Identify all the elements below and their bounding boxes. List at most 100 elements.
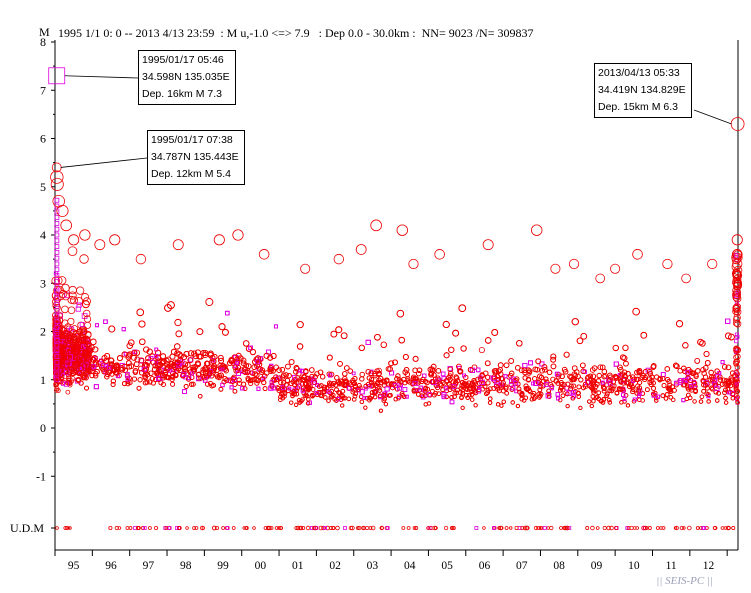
event-circle	[53, 276, 63, 285]
event-square	[308, 376, 314, 382]
event-circle	[196, 328, 204, 336]
event-circle	[329, 393, 334, 399]
event-circle	[136, 308, 145, 317]
event-circle	[699, 394, 705, 400]
event-circle	[657, 377, 663, 383]
event-circle	[217, 354, 224, 361]
event-square	[121, 327, 126, 332]
event-circle	[479, 373, 485, 379]
event-circle	[459, 395, 464, 401]
event-circle	[493, 368, 499, 374]
event-circle	[210, 358, 217, 365]
event-circle	[267, 364, 274, 371]
event-square	[328, 373, 333, 378]
event-circle	[144, 362, 150, 369]
event-circle	[84, 385, 89, 391]
event-square	[720, 360, 725, 365]
event-circle	[72, 369, 79, 376]
event-circle	[91, 355, 98, 362]
event-circle	[200, 350, 207, 357]
event-circle	[466, 386, 472, 392]
event-circle	[52, 297, 60, 306]
event-circle	[303, 369, 309, 375]
event-square	[440, 371, 446, 377]
event-circle	[568, 383, 574, 389]
event-circle	[137, 377, 143, 383]
event-circle	[57, 276, 67, 285]
event-circle	[432, 392, 437, 398]
event-circle	[699, 340, 706, 347]
y-tick-label: 0	[40, 421, 46, 435]
event-circle	[190, 381, 196, 387]
event-circle	[398, 336, 405, 344]
event-square	[402, 387, 408, 392]
event-circle	[570, 395, 576, 401]
event-circle	[169, 376, 175, 382]
event-circle	[131, 349, 138, 356]
event-circle	[539, 367, 545, 374]
event-circle	[87, 367, 93, 374]
event-circle	[299, 381, 305, 387]
event-circle	[377, 388, 383, 393]
event-circle	[55, 285, 64, 295]
event-circle	[609, 388, 615, 394]
event-circle	[435, 368, 442, 374]
event-circle	[288, 400, 294, 405]
event-square	[202, 378, 208, 383]
y-tick-label: U.D.M	[10, 521, 44, 535]
event-circle	[624, 380, 630, 386]
event-square	[613, 361, 619, 367]
event-circle	[253, 376, 259, 382]
event-circle	[187, 357, 194, 364]
event-circle	[630, 389, 635, 395]
event-circle	[238, 367, 245, 373]
event-circle	[86, 357, 93, 363]
event-circle	[392, 359, 398, 366]
event-circle	[80, 355, 87, 362]
event-circle	[580, 368, 586, 375]
event-circle	[388, 360, 394, 367]
event-square	[475, 367, 481, 373]
event-square	[621, 387, 626, 392]
event-square	[384, 386, 390, 392]
event-circle	[86, 347, 93, 355]
event-circle	[86, 353, 93, 360]
event-circle	[664, 392, 670, 397]
event-circle	[59, 351, 66, 358]
event-circle	[211, 364, 217, 371]
event-circle	[682, 368, 688, 375]
event-circle	[637, 370, 643, 376]
event-circle	[188, 381, 194, 387]
event-circle	[590, 387, 596, 393]
event-circle	[144, 379, 150, 385]
event-circle	[460, 380, 466, 386]
event-circle	[126, 342, 133, 349]
event-circle	[447, 366, 454, 373]
event-circle	[532, 395, 538, 400]
event-circle	[684, 396, 690, 402]
event-circle	[51, 291, 60, 300]
event-circle	[276, 386, 281, 391]
event-circle	[159, 360, 166, 366]
event-circle	[563, 351, 570, 358]
event-circle	[672, 362, 679, 369]
event-circle	[369, 390, 375, 395]
event-circle	[591, 365, 598, 371]
event-square	[54, 255, 60, 261]
event-circle	[650, 363, 657, 369]
event-circle	[271, 377, 278, 383]
event-circle	[515, 365, 521, 371]
event-circle	[559, 373, 565, 379]
event-circle	[344, 365, 350, 371]
event-circle	[674, 363, 680, 370]
event-circle	[576, 384, 582, 390]
event-circle	[75, 377, 81, 383]
event-circle	[68, 355, 74, 362]
event-circle	[252, 371, 258, 377]
event-circle	[654, 398, 659, 403]
event-circle	[274, 376, 280, 383]
event-circle	[54, 374, 61, 380]
event-square	[125, 377, 130, 382]
event-circle	[76, 370, 83, 376]
event-circle	[58, 367, 64, 374]
